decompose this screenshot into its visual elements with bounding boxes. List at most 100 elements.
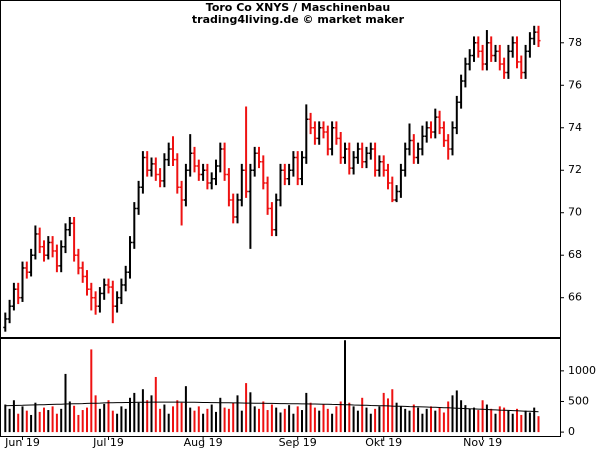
y-tick-label: 68	[568, 248, 582, 261]
volume-bar	[266, 410, 269, 433]
y-tick-label: 76	[568, 78, 582, 91]
y-tick-label: 78	[568, 36, 582, 49]
volume-bar	[245, 383, 248, 433]
volume-bar	[288, 405, 291, 433]
volume-bar	[55, 413, 58, 433]
volume-bar	[301, 410, 303, 433]
volume-bar	[503, 407, 506, 433]
x-tick-label: Jul 19	[92, 436, 124, 449]
volume-bar	[430, 406, 432, 433]
volume-bar	[129, 397, 131, 433]
volume-bar	[378, 406, 381, 433]
volume-bar	[326, 408, 329, 433]
volume-bar	[38, 411, 41, 433]
volume-bar	[524, 410, 527, 433]
volume-bar	[25, 410, 28, 433]
y-tick-label: 66	[568, 291, 582, 304]
volume-bar	[455, 390, 458, 433]
volume-bar	[361, 397, 364, 433]
volume-bar	[137, 402, 140, 433]
volume-bar	[537, 416, 540, 433]
volume-bar	[511, 413, 514, 433]
volume-bar	[30, 414, 33, 433]
y-tick-label: 72	[568, 163, 582, 176]
volume-bar	[516, 408, 518, 433]
volume-bar	[408, 410, 411, 433]
volume-bar	[249, 392, 252, 433]
volume-bar	[60, 408, 63, 433]
volume-bar	[8, 408, 11, 433]
volume-bar	[232, 402, 235, 433]
y-tick-label: 70	[568, 206, 582, 219]
volume-bar	[507, 410, 510, 433]
volume-bar	[395, 402, 398, 433]
volume-bar	[258, 408, 260, 433]
volume-bar	[163, 404, 166, 433]
volume-bar	[236, 395, 239, 433]
volume-bar	[150, 395, 153, 433]
volume-bar	[434, 410, 437, 433]
volume-bar	[206, 408, 209, 433]
volume-bar	[240, 410, 243, 433]
volume-bar	[193, 410, 196, 433]
volume-bar	[421, 413, 424, 433]
volume-bar	[4, 404, 7, 433]
volume-bar	[468, 408, 471, 433]
volume-frame	[0, 338, 561, 437]
volume-bar	[159, 408, 162, 433]
y-tick-label: 74	[568, 121, 582, 134]
x-tick-label: Jun 19	[4, 436, 40, 449]
volume-bar	[498, 406, 501, 433]
volume-bar	[485, 404, 488, 433]
volume-bar	[296, 406, 299, 433]
volume-bar	[227, 408, 230, 433]
volume-bar	[438, 407, 441, 433]
volume-bar	[309, 402, 312, 433]
volume-bar	[477, 410, 480, 433]
y-tick-label: 500	[568, 394, 589, 407]
chart-subtitle: trading4living.de © market maker	[192, 13, 405, 26]
volume-bar	[111, 410, 114, 433]
volume-bar	[253, 406, 256, 433]
volume-bar	[275, 407, 278, 433]
volume-bar	[339, 401, 342, 433]
volume-bar	[451, 395, 454, 433]
volume-bar	[262, 401, 265, 433]
x-tick-label: Nov 19	[463, 436, 502, 449]
y-tick-label: 1000	[568, 364, 596, 377]
volume-bar	[189, 407, 192, 433]
volume-bar	[120, 406, 123, 433]
volume-bar	[90, 349, 93, 433]
volume-bar	[447, 401, 450, 433]
volume-bar	[313, 407, 316, 433]
volume-bar	[442, 412, 445, 433]
volume-average	[5, 401, 539, 413]
volume-bar	[116, 413, 119, 433]
volume-bar	[412, 404, 415, 433]
volume-bar	[528, 412, 531, 433]
volume-bar	[146, 400, 149, 433]
x-tick-label: Okt 19	[365, 436, 402, 449]
volume-bar	[365, 407, 368, 433]
volume-bar	[17, 413, 20, 433]
volume-bar	[172, 406, 174, 433]
volume-bar	[356, 410, 359, 433]
volume-bar	[219, 397, 222, 433]
price-frame	[0, 0, 561, 338]
volume-bar	[283, 408, 286, 433]
volume-bar	[73, 405, 76, 433]
volume-bar	[490, 408, 493, 433]
volume-bar	[417, 407, 420, 433]
volume-bar	[322, 404, 325, 433]
volume-bar	[425, 408, 428, 433]
volume-bar	[387, 398, 389, 433]
volume-bar	[103, 403, 106, 433]
volume-bar	[270, 404, 273, 433]
volume-bar	[180, 402, 183, 433]
volume-bar	[43, 407, 45, 433]
volume-bar	[176, 400, 179, 433]
volume-bar	[382, 392, 385, 433]
volume-bar	[12, 400, 15, 433]
volume-bar	[335, 406, 338, 433]
volume-bar	[86, 407, 88, 433]
